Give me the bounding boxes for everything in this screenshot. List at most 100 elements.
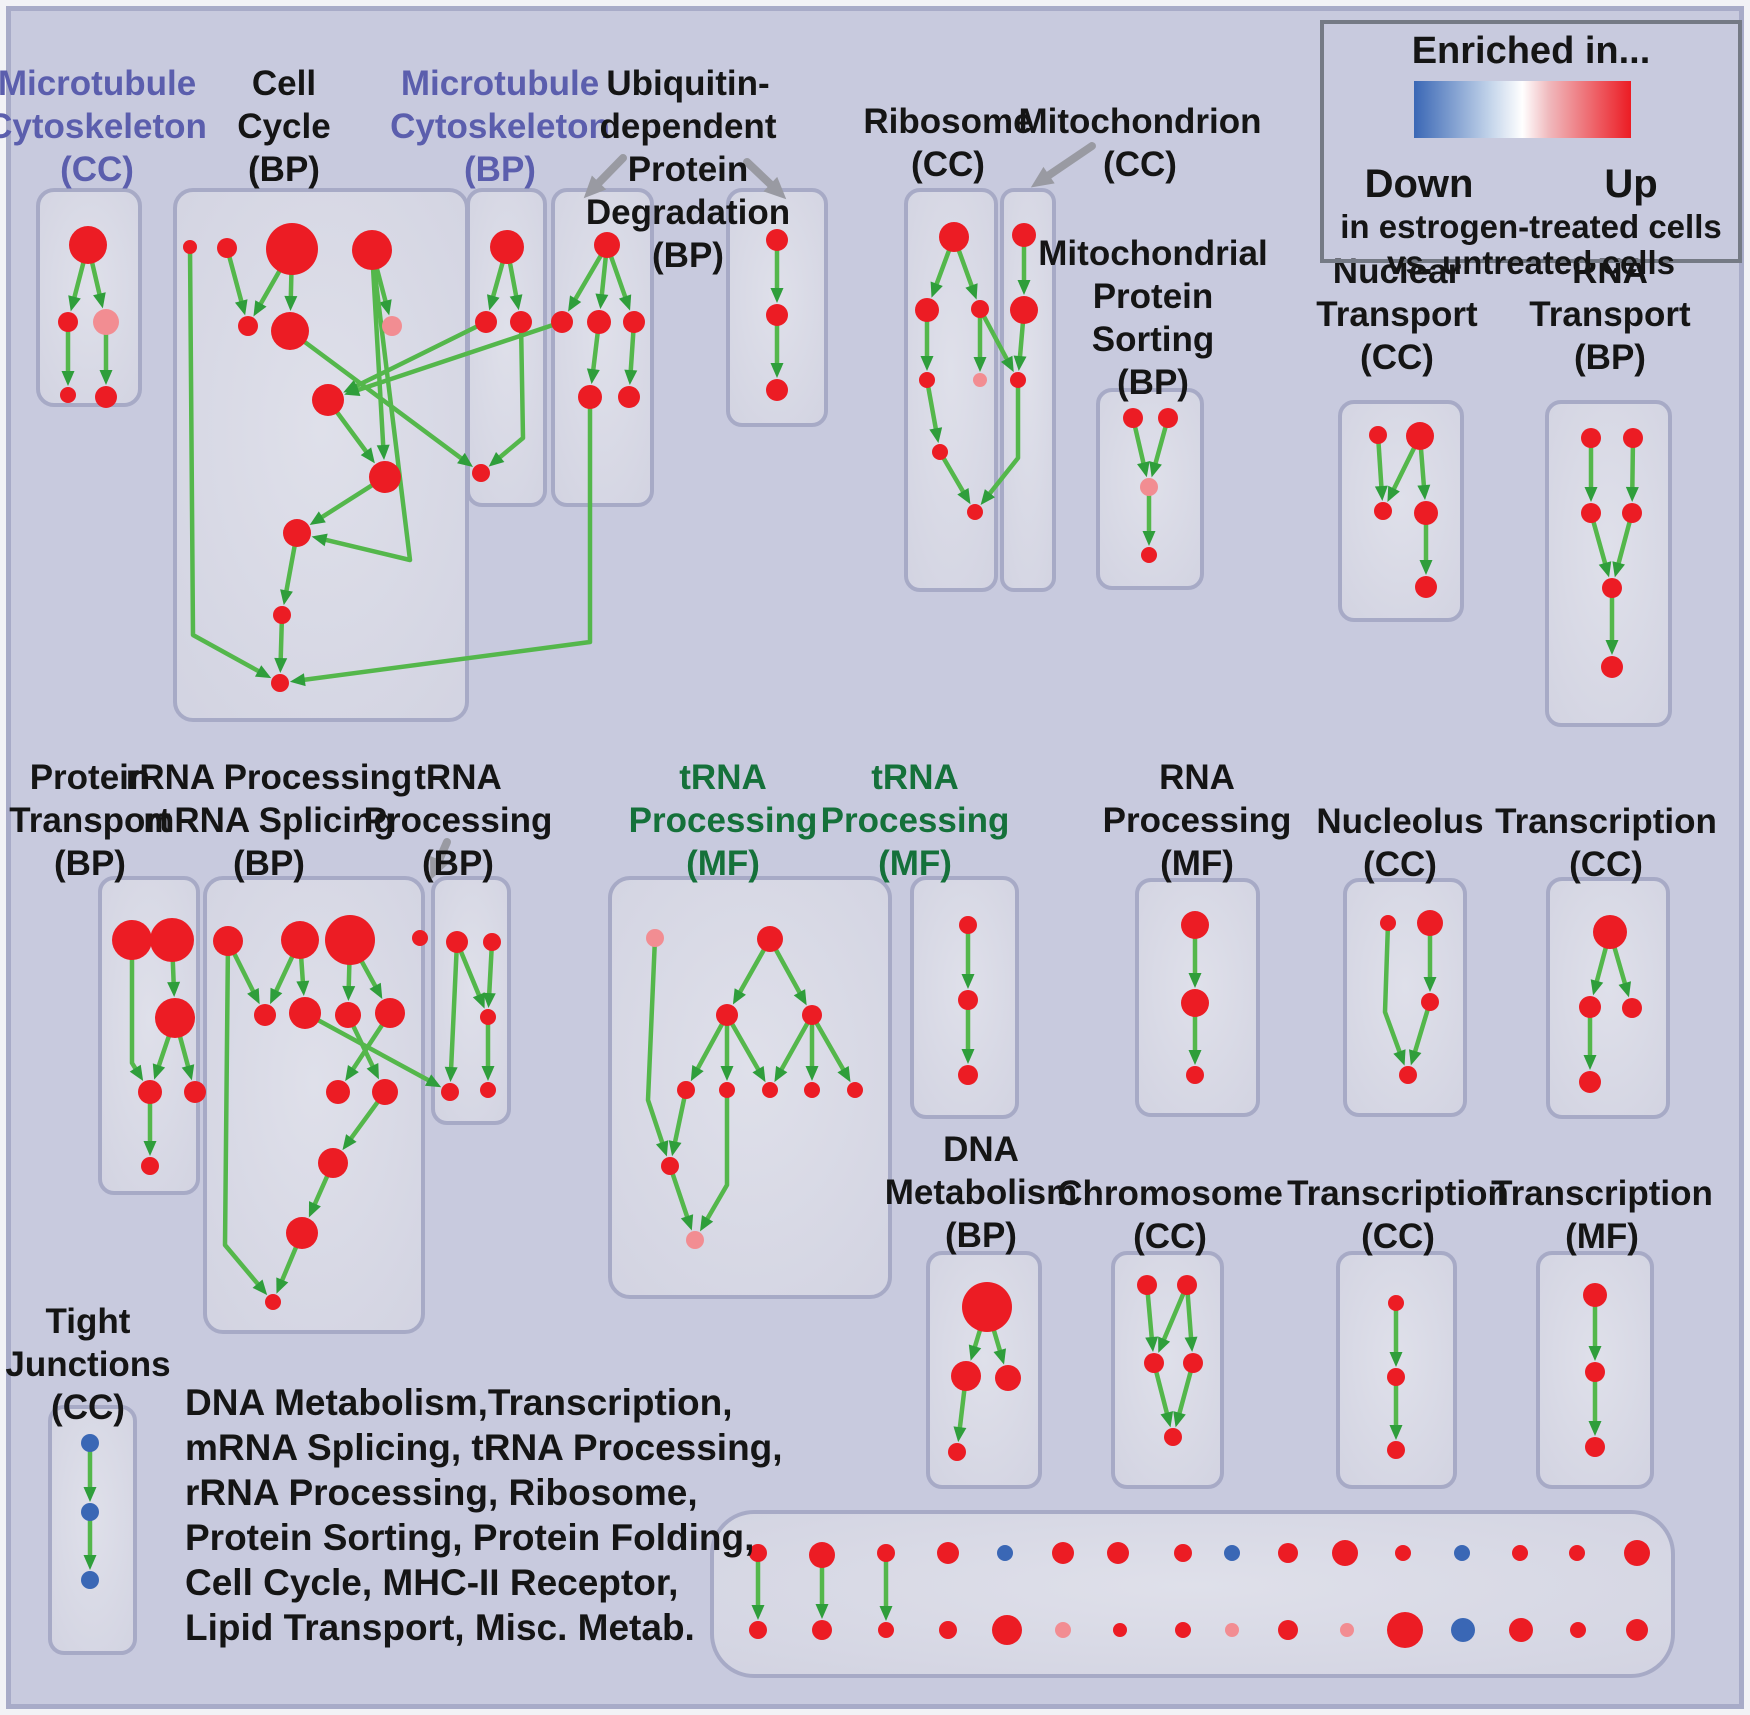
edge-ubiquitin-deg-1-3-head	[586, 368, 600, 385]
edge-transcription-cc-bottom-1-head	[1389, 1425, 1403, 1440]
node-transcription-cc-bottom-0	[1388, 1295, 1404, 1311]
cluster-label-chromosome: Chromosome (CC)	[1057, 1174, 1283, 1256]
label-pointer-arrow-1-head	[763, 176, 787, 200]
node-cell-cycle-4	[238, 316, 258, 336]
edge-trna-mf-1-6-head	[805, 1066, 819, 1081]
node-nucleolus-0	[1380, 915, 1396, 931]
node-summary-strip-8	[997, 1545, 1013, 1561]
cluster-label-trna-mf-1: tRNA Processing (MF)	[628, 758, 818, 883]
edge-mito-protein-sorting-2-head	[1142, 531, 1156, 546]
edge-rrna-mrna-10-head	[252, 1279, 268, 1296]
cluster-label-transcription-mf: Transcription (MF)	[1491, 1174, 1713, 1256]
node-summary-strip-0	[749, 1544, 767, 1562]
node-rrna-mrna-6	[335, 1002, 361, 1028]
edge-microtubule-bp-0-head	[487, 294, 500, 311]
edge-trna-mf-1-10-head	[700, 1215, 714, 1232]
node-summary-strip-28	[1569, 1545, 1585, 1561]
cluster-label-dna-metabolism: DNA Metabolism (BP)	[884, 1130, 1078, 1255]
edge-trna-bp-0-head	[472, 992, 485, 1009]
node-summary-strip-2	[809, 1542, 835, 1568]
cluster-box-microtubule-bp	[466, 188, 547, 507]
cluster-box-rrna-mrna	[203, 876, 425, 1334]
node-nuclear-transport-2	[1374, 502, 1392, 520]
node-summary-strip-19	[1278, 1620, 1298, 1640]
edge-trna-mf-1-2-head	[690, 1064, 704, 1082]
edge-summary-strip-0-head	[751, 1605, 765, 1620]
edge-trna-mf-1-10	[702, 1087, 730, 1226]
edge-trna-mf-1-4-head	[752, 1065, 766, 1083]
node-transcription-cc-mid-0	[1593, 915, 1627, 949]
edge-ribosome-4-head	[929, 427, 943, 444]
cluster-box-nucleolus	[1343, 878, 1467, 1117]
edge-trna-mf-1-0-head	[732, 988, 746, 1005]
edge-ribosome-0-head	[930, 281, 943, 298]
edge-trna-mf-1-9	[671, 1087, 689, 1150]
node-ubiquitin-deg-1-0	[594, 232, 620, 258]
edge-microtubule-cc-3-head	[99, 370, 113, 385]
node-summary-strip-14	[1174, 1544, 1192, 1562]
cross-edge-5	[983, 377, 1021, 501]
edge-cell-cycle-8-head	[309, 511, 326, 525]
edge-nucleolus-0-head	[1423, 977, 1437, 992]
cluster-box-tight-junctions	[48, 1405, 137, 1655]
edge-trna-mf-1-7	[809, 1012, 849, 1077]
edge-ribosome-1-head	[965, 283, 978, 300]
node-trna-mf-1-5	[719, 1082, 735, 1098]
node-mito-protein-sorting-0	[1123, 408, 1143, 428]
node-chromosome-2	[1144, 1353, 1164, 1373]
cross-edge-4	[977, 306, 1012, 367]
node-ubiquitin-deg-1-3	[623, 311, 645, 333]
cluster-label-rna-processing-mf: RNA Processing (MF)	[1102, 758, 1292, 883]
edge-protein-transport-4-head	[143, 1141, 157, 1156]
cluster-label-nuclear-transport: Nuclear Transport (CC)	[1316, 252, 1478, 377]
node-rrna-mrna-12	[265, 1294, 281, 1310]
edge-rna-processing-mf-1-head	[1188, 1050, 1202, 1065]
cluster-label-nucleolus: Nucleolus (CC)	[1316, 802, 1484, 884]
edge-ribosome-5	[937, 449, 969, 499]
node-microtubule-cc-2	[93, 309, 119, 335]
node-summary-strip-27	[1509, 1618, 1533, 1642]
edge-rna-processing-mf-0-head	[1188, 973, 1202, 988]
cluster-label-mito-protein-sorting: Mitochondrial Protein Sorting (BP)	[1038, 234, 1268, 402]
edge-chromosome-3-head	[1160, 1411, 1174, 1428]
edge-cell-cycle-10-head	[274, 657, 288, 674]
edge-trna-mf-2-1-head	[961, 1049, 975, 1064]
node-nuclear-transport-4	[1415, 576, 1437, 598]
cluster-label-rna-transport: RNA Transport (BP)	[1529, 252, 1691, 377]
node-trna-mf-1-3	[802, 1005, 822, 1025]
node-rrna-mrna-5	[289, 997, 321, 1029]
node-mito-protein-sorting-3	[1141, 547, 1157, 563]
node-rna-transport-3	[1622, 503, 1642, 523]
node-protein-transport-1	[150, 918, 194, 962]
edge-ubiquitin-deg-2-0-head	[770, 288, 784, 303]
node-ribosome-2	[971, 300, 989, 318]
edge-dna-metabolism-1-head	[993, 1348, 1007, 1365]
node-microtubule-cc-0	[69, 226, 107, 264]
edge-ubiquitin-deg-2-1-head	[770, 363, 784, 378]
edge-ubiquitin-deg-1-4-head	[624, 369, 638, 386]
node-cell-cycle-1	[217, 238, 237, 258]
edge-nucleolus-1	[1411, 999, 1433, 1060]
node-protein-transport-4	[184, 1081, 206, 1103]
node-trna-mf-1-4	[677, 1081, 695, 1099]
edge-nuclear-transport-1-head	[1387, 485, 1400, 503]
node-rrna-mrna-9	[372, 1079, 398, 1105]
edge-trna-mf-1-11	[667, 1163, 692, 1225]
node-trna-bp-3	[441, 1083, 459, 1101]
node-rna-processing-mf-1	[1181, 989, 1209, 1017]
legend-up-label: Up	[1604, 162, 1658, 206]
node-summary-strip-31	[1626, 1619, 1648, 1641]
edge-chromosome-1-head	[1158, 1336, 1171, 1353]
edge-rrna-mrna-5-head	[345, 1065, 359, 1082]
edge-nuclear-transport-0-head	[1374, 485, 1388, 502]
cluster-label-tight-junctions: Tight Junctions (CC)	[5, 1302, 171, 1427]
edge-nuclear-transport-3-head	[1419, 560, 1433, 575]
node-ubiquitin-deg-2-0	[766, 229, 788, 251]
cross-edge-1-head	[344, 383, 361, 397]
edge-trna-mf-1-8-head	[655, 1140, 669, 1157]
edge-tight-junctions-1-head	[83, 1555, 97, 1570]
edge-dna-metabolism-2-head	[953, 1426, 967, 1443]
node-chromosome-4	[1164, 1428, 1182, 1446]
cross-edge-4-head	[1000, 355, 1014, 373]
node-summary-strip-1	[749, 1621, 767, 1639]
